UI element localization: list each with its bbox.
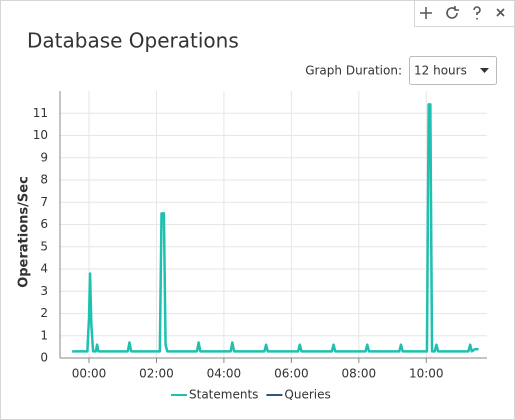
- y-tick-label: 7: [40, 195, 48, 209]
- move-icon[interactable]: [420, 7, 432, 19]
- legend-label: Statements: [189, 388, 258, 402]
- select-arrow: [480, 68, 489, 73]
- y-tick-label: 0: [40, 351, 48, 365]
- x-tick-label: 00:00: [72, 367, 107, 381]
- y-axis-label: Operations/Sec: [17, 176, 32, 288]
- legend-label: Queries: [284, 388, 330, 402]
- toolbar: [414, 0, 515, 27]
- title: Database Operations: [27, 29, 239, 53]
- y-tick-label: 11: [33, 106, 48, 120]
- y-tick-label: 4: [40, 262, 48, 276]
- plot: 0 1 2 3 4 5 6 7 8 9 10 11 00:00 02:00 04:00 06:00 08:00 1…: [33, 91, 487, 402]
- help-icon[interactable]: [473, 6, 481, 20]
- close-icon[interactable]: [496, 8, 505, 17]
- select-value: 12 hours: [414, 64, 467, 78]
- series-line: [72, 103, 479, 353]
- y-tick-label: 10: [33, 128, 48, 142]
- x-tick-label: 10:00: [409, 367, 444, 381]
- x-tick-label: 08:00: [342, 367, 377, 381]
- y-tick-label: 8: [40, 173, 48, 187]
- y-tick-label: 6: [40, 217, 48, 231]
- x-tick-label: 04:00: [207, 367, 242, 381]
- y-tick-label: 3: [40, 284, 48, 298]
- y-tick-label: 1: [40, 328, 48, 342]
- refresh-icon[interactable]: [446, 6, 459, 19]
- select-box[interactable]: [409, 56, 497, 85]
- y-tick-label: 2: [40, 306, 48, 320]
- y-tick-label: 5: [40, 239, 48, 253]
- y-tick-label: 9: [40, 150, 48, 164]
- x-tick-label: 02:00: [139, 367, 174, 381]
- x-tick-label: 06:00: [274, 367, 309, 381]
- duration-label: Graph Duration:: [305, 64, 402, 78]
- legend: Statements Queries: [171, 388, 331, 402]
- duration-select[interactable]: 12 hours: [409, 56, 497, 85]
